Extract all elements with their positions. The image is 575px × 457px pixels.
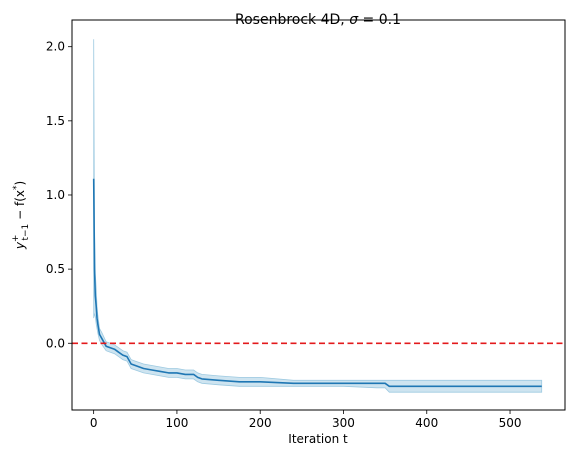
y-tick-label: 0.5 <box>46 262 65 276</box>
x-tick-label: 100 <box>165 416 188 430</box>
x-tick-label: 200 <box>249 416 272 430</box>
x-tick-label: 400 <box>415 416 438 430</box>
x-tick-label: 0 <box>90 416 98 430</box>
x-tick-label: 500 <box>499 416 522 430</box>
confidence-band-0 <box>93 39 543 393</box>
x-axis-ticks: 0 100 200 300 400 500 <box>90 410 522 430</box>
y-tick-label: 0.0 <box>46 336 65 350</box>
y-tick-label: 1.0 <box>46 188 65 202</box>
x-tick-label: 300 <box>332 416 355 430</box>
y-axis-ticks: 0.0 0.5 1.0 1.5 2.0 <box>46 40 72 350</box>
x-axis-label: Iteration t <box>288 432 348 446</box>
series-line-0 <box>92 178 542 388</box>
y-tick-label: 1.5 <box>46 114 65 128</box>
y-tick-label: 2.0 <box>46 40 65 54</box>
axes-frame <box>71 19 566 411</box>
y-axis-label: y+t−1 − f(x*) <box>11 181 31 250</box>
plot-area <box>72 39 565 393</box>
